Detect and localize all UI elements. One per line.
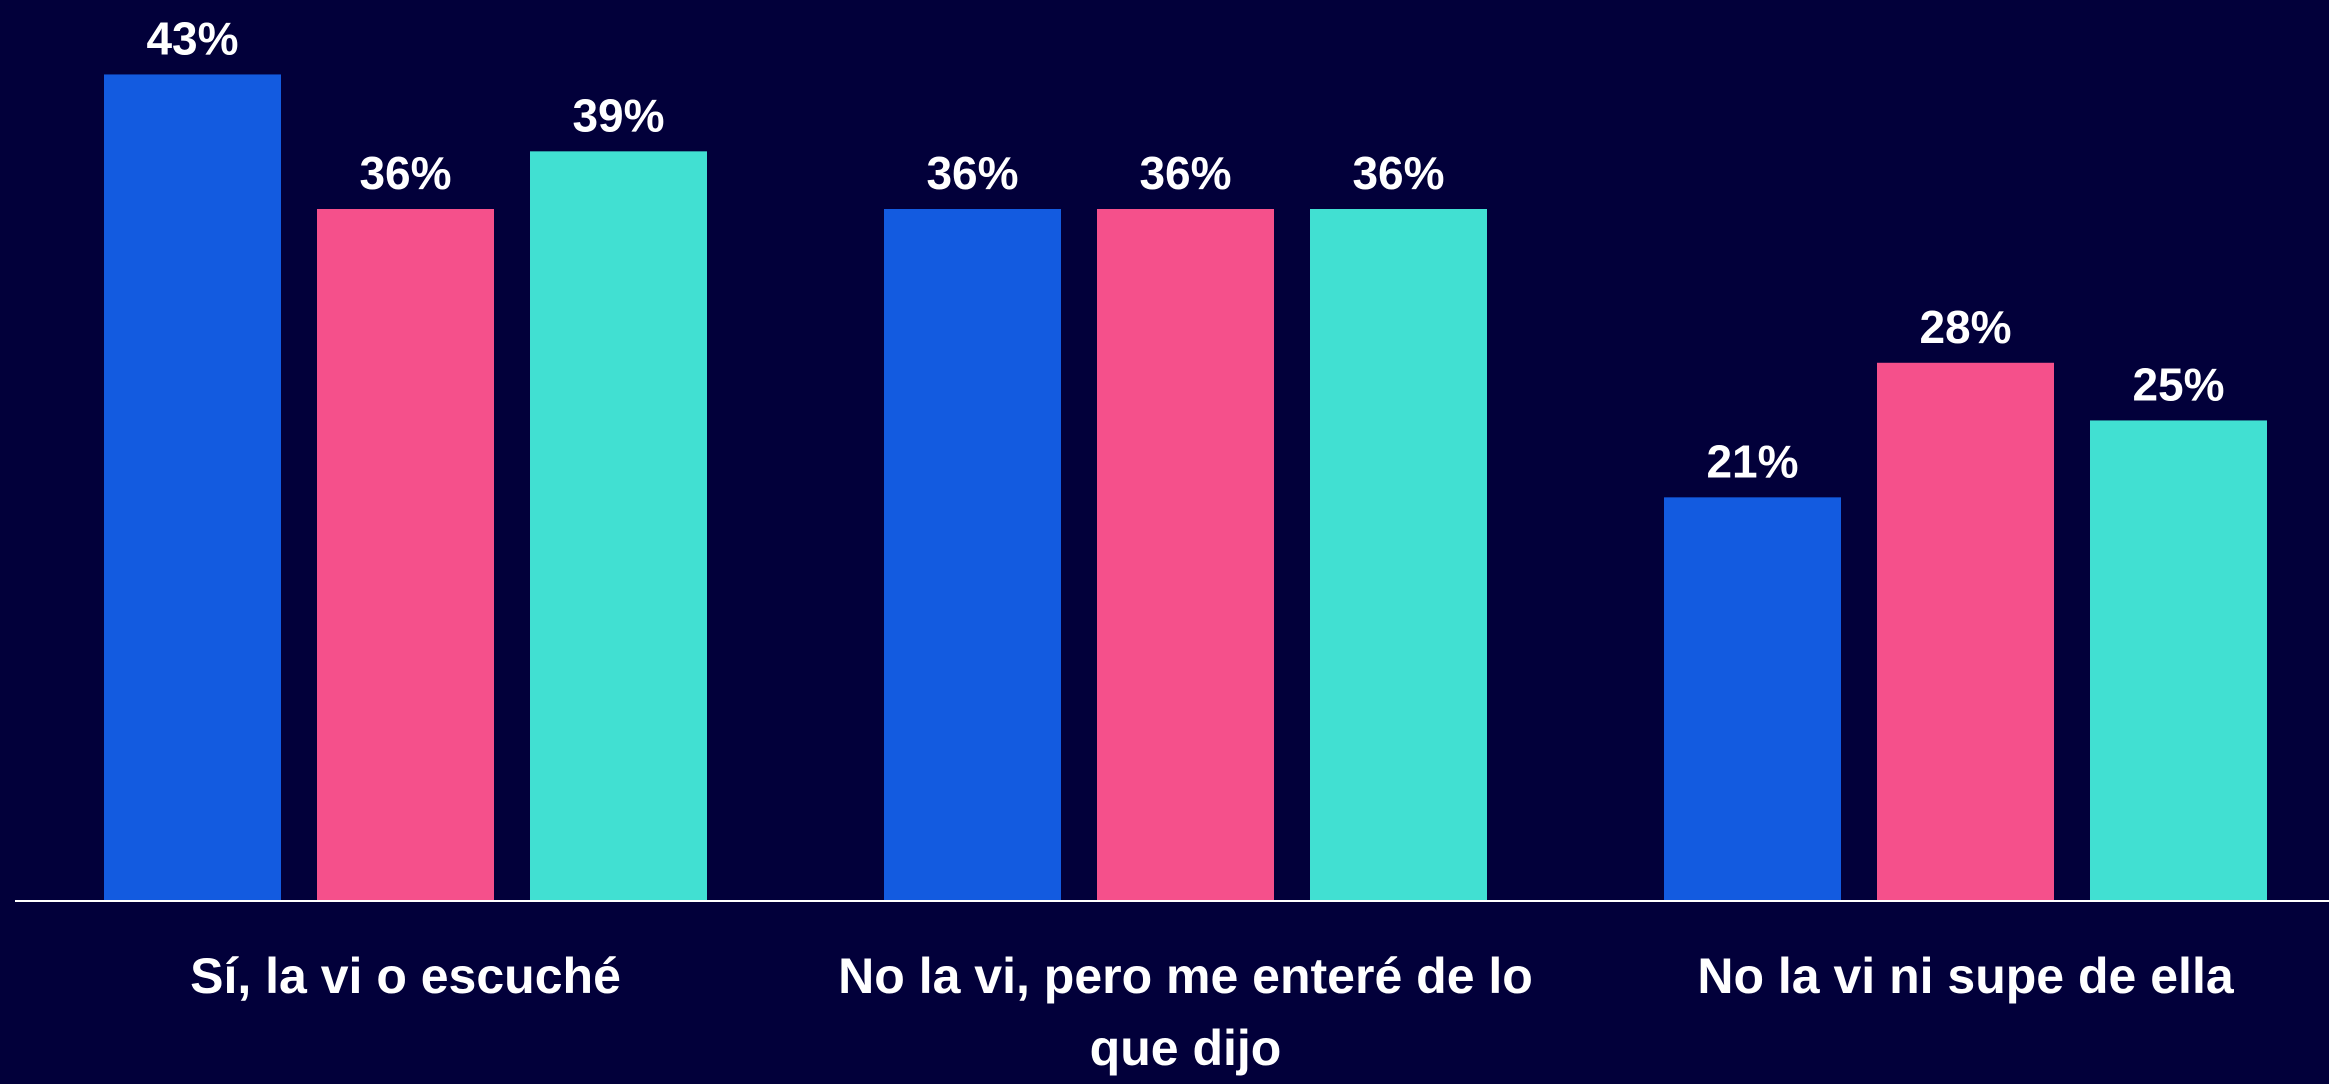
value-label: 36%: [926, 147, 1018, 199]
bar: [317, 209, 494, 901]
value-label: 36%: [1352, 147, 1444, 199]
category-label: No la vi, pero me enteré de lo que dijo: [838, 948, 1533, 1076]
value-label: 25%: [2132, 358, 2224, 410]
bar: [1310, 209, 1487, 901]
value-label: 21%: [1706, 435, 1798, 487]
value-label: 43%: [146, 12, 238, 64]
bar: [1097, 209, 1274, 901]
value-label: 28%: [1919, 301, 2011, 353]
category-label: Sí, la vi o escuché: [190, 948, 621, 1004]
bar: [1664, 497, 1841, 901]
value-label: 39%: [572, 89, 664, 141]
value-label: 36%: [1139, 147, 1231, 199]
bar: [104, 74, 281, 901]
bar: [884, 209, 1061, 901]
bar: [530, 151, 707, 902]
value-label: 36%: [359, 147, 451, 199]
category-label: No la vi ni supe de ella: [1697, 948, 2234, 1004]
bar: [1877, 362, 2054, 901]
bar: [2090, 420, 2267, 901]
